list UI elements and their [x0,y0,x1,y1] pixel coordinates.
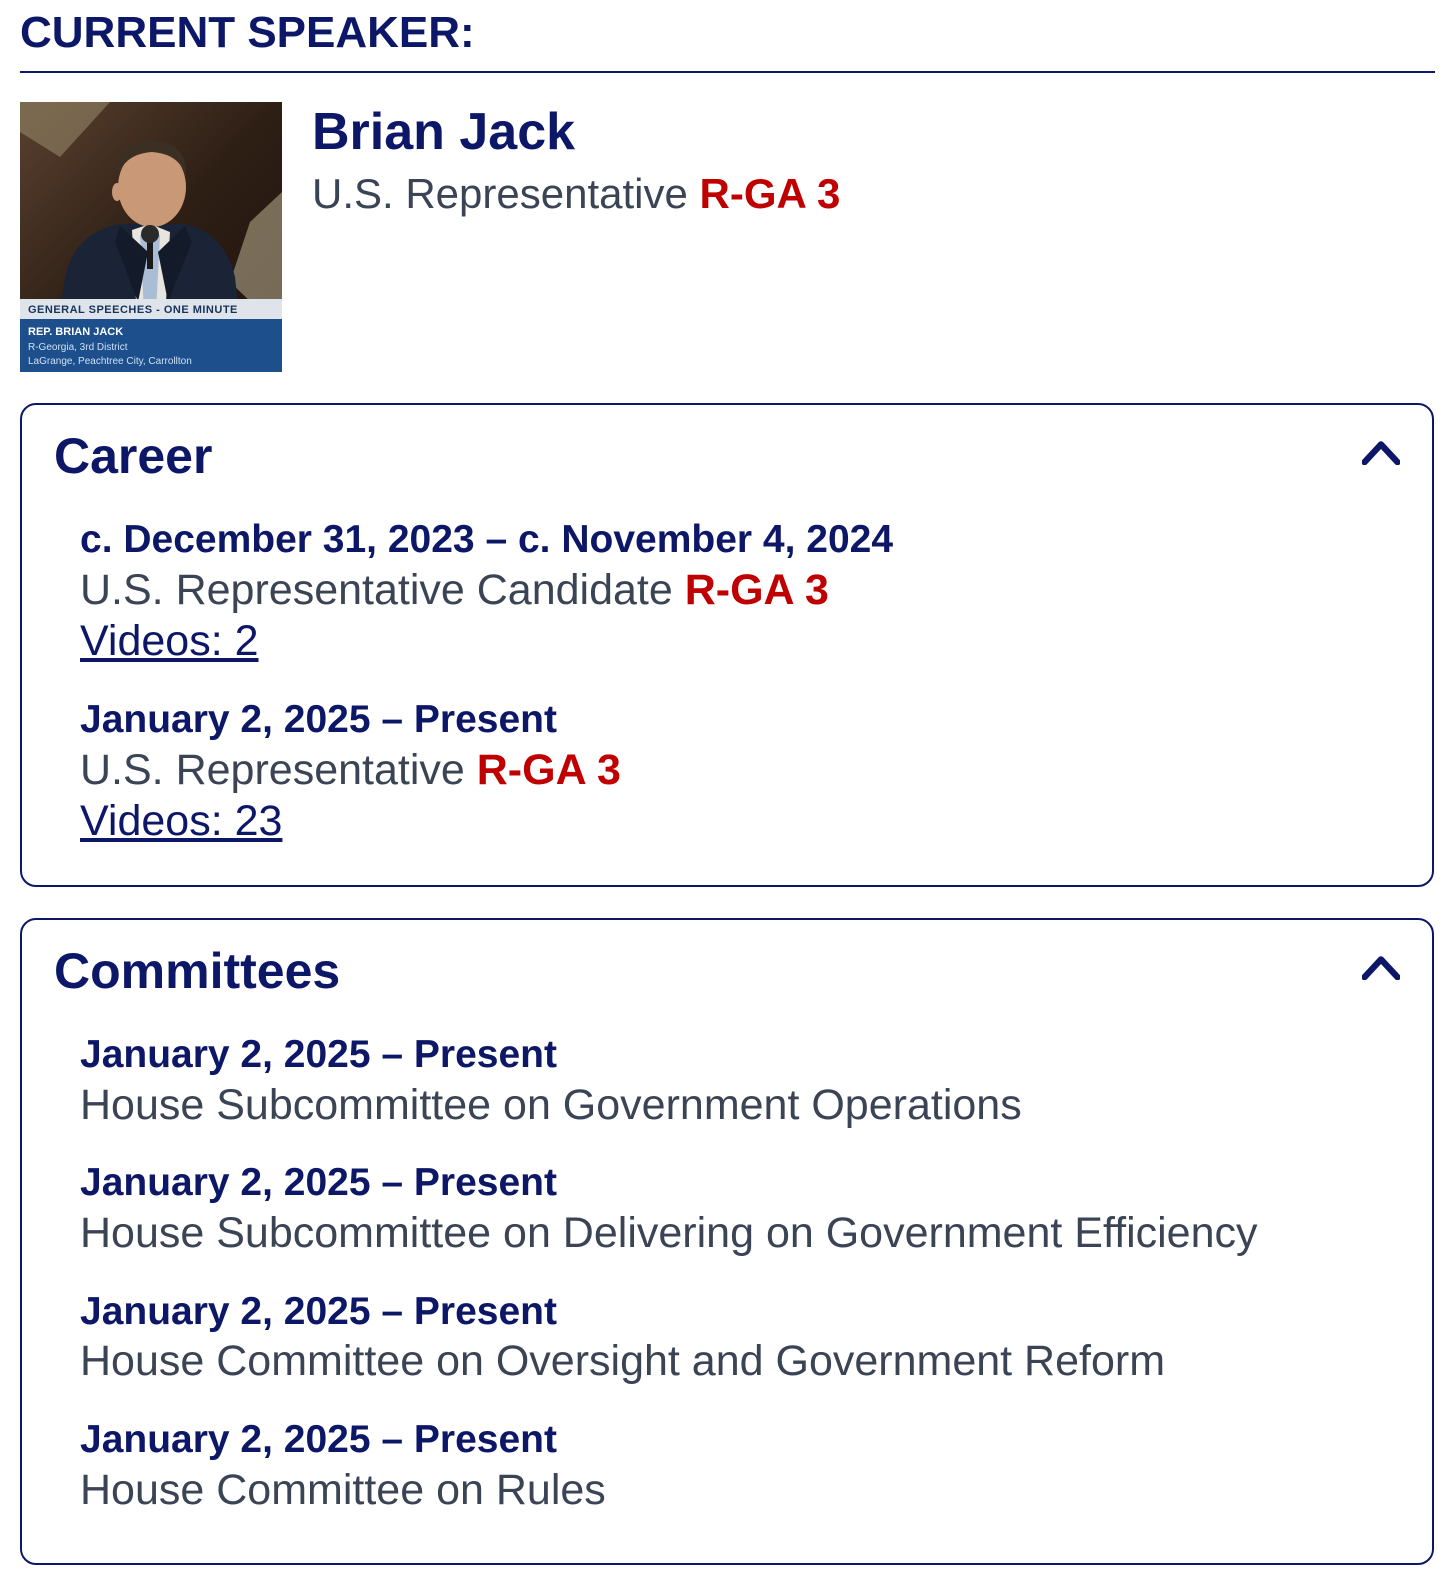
svg-text:REP. BRIAN JACK: REP. BRIAN JACK [28,326,123,338]
svg-text:R-Georgia, 3rd District: R-Georgia, 3rd District [28,342,128,353]
svg-text:LaGrange, Peachtree City, Carr: LaGrange, Peachtree City, Carrollton [28,356,192,367]
svg-text:GENERAL SPEECHES - ONE MINUTE: GENERAL SPEECHES - ONE MINUTE [28,304,238,316]
